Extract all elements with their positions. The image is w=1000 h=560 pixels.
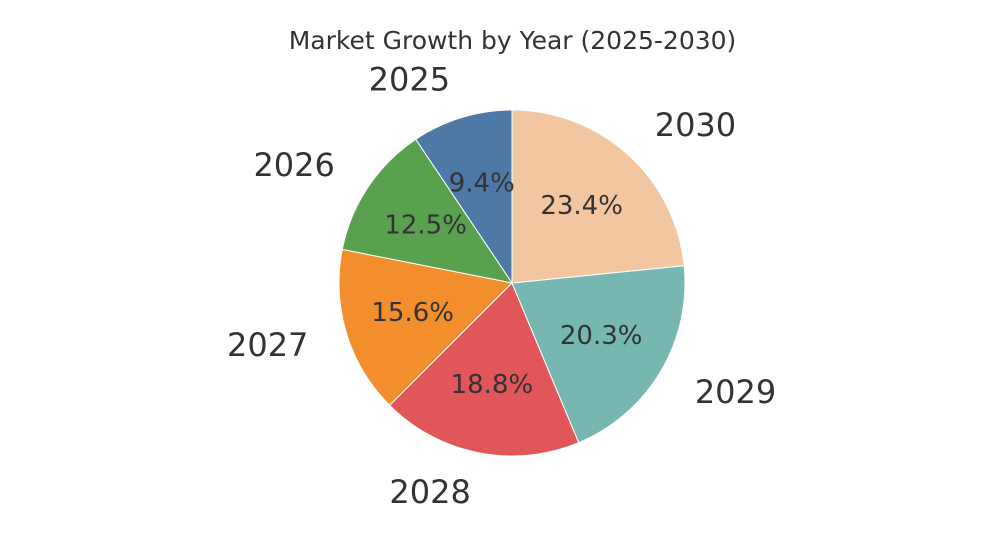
pie-category-label: 2025 (369, 60, 450, 98)
pie-category-label: 2027 (227, 326, 308, 364)
pie-slice-2026 (341, 138, 514, 284)
pie-percent-label: 9.4% (449, 169, 515, 199)
pie-category-label: 2030 (655, 106, 736, 144)
pie-percent-label: 18.8% (451, 370, 534, 400)
pie-labels: 9.4% 2025 12.5% 2026 15.6% 2027 18.8% 2028 20.3%… (227, 60, 776, 510)
pie-percent-label: 23.4% (540, 191, 623, 221)
pie-slice-2028 (388, 282, 580, 457)
pie-slice-2029 (511, 265, 686, 444)
pie-slice-2030 (511, 109, 685, 284)
chart-title: Market Growth by Year (2025-2030) (288, 26, 737, 55)
pie-slices (338, 109, 686, 457)
pie-category-label: 2028 (389, 473, 470, 511)
pie-category-label: 2029 (695, 373, 776, 411)
pie-percent-label: 20.3% (560, 321, 643, 351)
pie-slice-2025 (414, 109, 513, 285)
pie-slice-2027 (338, 248, 514, 407)
pie-category-label: 2026 (253, 146, 334, 184)
pie-percent-label: 12.5% (384, 210, 467, 240)
pie-percent-label: 15.6% (371, 298, 454, 328)
